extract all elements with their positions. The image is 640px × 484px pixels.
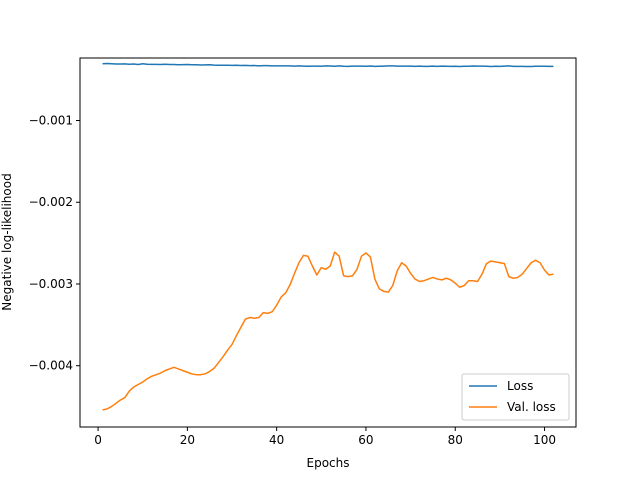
x-axis-label: Epochs [307, 456, 350, 470]
plot-area [102, 62, 554, 411]
x-tick-label: 40 [269, 433, 284, 447]
x-tick-label: 100 [533, 433, 556, 447]
series-line-1 [102, 251, 554, 411]
series-line-0 [102, 62, 554, 68]
y-tick-label: −0.004 [29, 359, 73, 373]
x-tick-label: 60 [358, 433, 373, 447]
plot-frame [79, 57, 577, 428]
x-tick-label: 80 [448, 433, 463, 447]
y-axis-label: Negative log-likelihood [0, 173, 14, 310]
y-tick-label: −0.002 [29, 195, 73, 209]
y-axis: −0.004 −0.003 −0.002 −0.001 [29, 114, 80, 373]
x-axis: 0 20 40 60 80 100 [94, 427, 556, 447]
legend: Loss Val. loss [461, 373, 570, 421]
legend-val-loss-label: Val. loss [507, 400, 556, 414]
x-tick-label: 20 [180, 433, 195, 447]
y-tick-label: −0.001 [29, 114, 73, 128]
y-tick-label: −0.003 [29, 277, 73, 291]
x-tick-label: 0 [94, 433, 102, 447]
legend-loss-label: Loss [507, 379, 533, 393]
